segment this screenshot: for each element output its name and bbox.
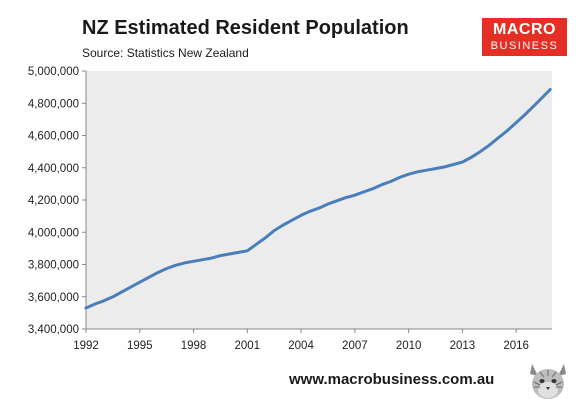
x-tick-label: 1998 bbox=[181, 340, 207, 352]
x-tick-label: 1995 bbox=[127, 340, 153, 352]
x-tick-label: 2001 bbox=[235, 340, 261, 352]
y-tick-label: 4,600,000 bbox=[28, 131, 79, 143]
y-tick-label: 4,400,000 bbox=[28, 163, 79, 175]
y-tick-label: 4,000,000 bbox=[28, 227, 79, 239]
y-tick-label: 3,400,000 bbox=[28, 324, 79, 336]
x-tick-label: 2016 bbox=[503, 340, 529, 352]
lynx-head-icon bbox=[530, 364, 566, 399]
y-tick-label: 3,800,000 bbox=[28, 260, 79, 272]
chart-title: NZ Estimated Resident Population bbox=[82, 17, 409, 39]
x-tick-label: 2013 bbox=[450, 340, 476, 352]
plot-area bbox=[86, 71, 552, 329]
y-tick-label: 4,800,000 bbox=[28, 98, 79, 110]
logo-line-1: MACRO bbox=[493, 21, 556, 38]
y-tick-label: 4,200,000 bbox=[28, 195, 79, 207]
chart-source: Source: Statistics New Zealand bbox=[82, 46, 249, 60]
logo-line-2: BUSINESS bbox=[490, 40, 559, 52]
macrobusiness-logo: MACRO BUSINESS bbox=[482, 18, 567, 56]
x-tick-label: 2010 bbox=[396, 340, 422, 352]
x-tick-label: 2007 bbox=[342, 340, 368, 352]
y-tick-label: 5,000,000 bbox=[28, 66, 79, 78]
x-tick-label: 2004 bbox=[288, 340, 314, 352]
x-tick-label: 1992 bbox=[73, 340, 99, 352]
footer-url: www.macrobusiness.com.au bbox=[289, 371, 495, 388]
y-tick-label: 3,600,000 bbox=[28, 292, 79, 304]
